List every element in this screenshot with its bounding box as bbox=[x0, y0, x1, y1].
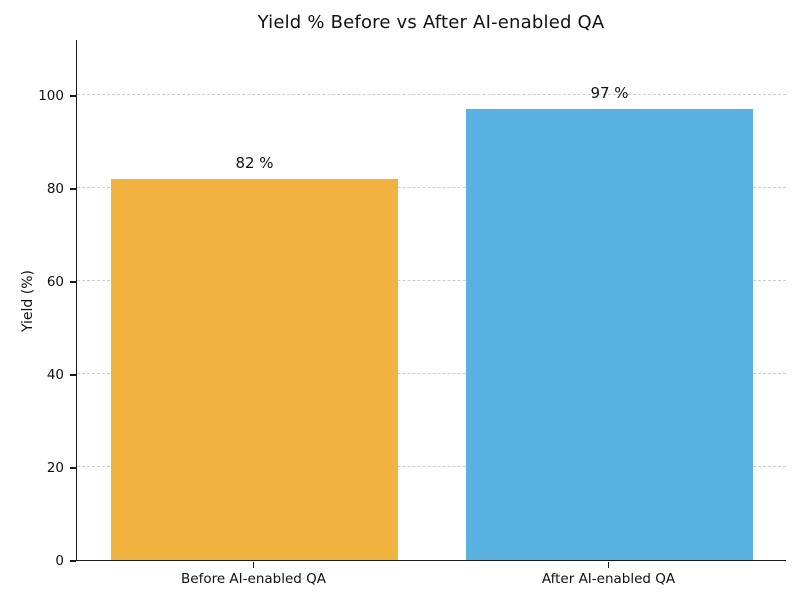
bar-value-label-0: 82 % bbox=[235, 153, 274, 172]
y-tick-label-20: 20 bbox=[46, 459, 64, 476]
y-tick-mark-0 bbox=[69, 560, 76, 562]
x-tick-mark-1 bbox=[607, 562, 610, 568]
bar-value-label-1: 97 % bbox=[590, 83, 629, 102]
y-tick-mark-40 bbox=[69, 374, 76, 376]
y-tick-mark-20 bbox=[69, 467, 76, 469]
y-tick-label-0: 0 bbox=[55, 553, 64, 569]
y-tick-label-60: 60 bbox=[46, 273, 64, 290]
y-tick-label-80: 80 bbox=[46, 180, 64, 197]
gridline-y-40 bbox=[77, 373, 786, 375]
y-tick-mark-100 bbox=[69, 95, 76, 97]
x-tick-mark-0 bbox=[252, 562, 255, 568]
plot-area: 82 % 97 % bbox=[76, 40, 786, 561]
bar-0 bbox=[111, 178, 398, 560]
y-axis-label-column: Yield (%) bbox=[4, 40, 52, 561]
chart-title: Yield % Before vs After AI-enabled QA bbox=[257, 12, 605, 33]
gridline-y-60 bbox=[77, 280, 786, 282]
y-tick-mark-60 bbox=[69, 281, 76, 283]
gridline-y-20 bbox=[77, 466, 786, 468]
y-tick-label-100: 100 bbox=[38, 87, 64, 104]
x-tick-label-1: After AI-enabled QA bbox=[541, 571, 676, 587]
gridline-y-80 bbox=[77, 187, 786, 189]
y-tick-label-40: 40 bbox=[46, 366, 64, 383]
x-tick-label-0: Before AI-enabled QA bbox=[181, 571, 326, 587]
gridline-y-100 bbox=[77, 94, 786, 96]
y-tick-mark-80 bbox=[69, 188, 76, 190]
bar-1 bbox=[466, 108, 753, 560]
